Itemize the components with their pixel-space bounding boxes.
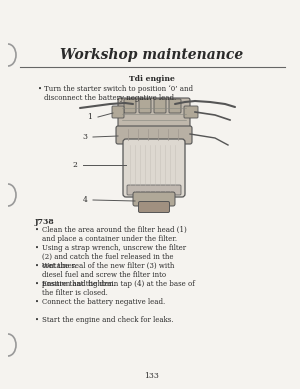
Text: •: •: [35, 244, 39, 252]
Text: •: •: [35, 298, 39, 306]
Text: 1: 1: [88, 113, 92, 121]
Text: •: •: [35, 316, 39, 324]
Text: •: •: [35, 226, 39, 234]
FancyBboxPatch shape: [139, 99, 151, 113]
Text: Using a strap wrench, unscrew the filter
(2) and catch the fuel released in the
: Using a strap wrench, unscrew the filter…: [42, 244, 186, 270]
FancyBboxPatch shape: [116, 126, 192, 144]
FancyBboxPatch shape: [127, 185, 181, 195]
FancyBboxPatch shape: [118, 98, 190, 130]
Text: •: •: [35, 262, 39, 270]
FancyBboxPatch shape: [184, 106, 198, 118]
FancyBboxPatch shape: [133, 192, 175, 206]
Text: Clean the area around the filter head (1)
and place a container under the filter: Clean the area around the filter head (1…: [42, 226, 187, 243]
Text: Turn the starter switch to position ‘0’ and
disconnect the battery negative lead: Turn the starter switch to position ‘0’ …: [44, 85, 193, 102]
Text: Wet the seal of the new filter (3) with
diesel fuel and screw the filter into
po: Wet the seal of the new filter (3) with …: [42, 262, 174, 288]
Text: •: •: [35, 280, 39, 288]
Text: Tdi engine: Tdi engine: [129, 75, 175, 83]
FancyBboxPatch shape: [169, 99, 181, 113]
FancyBboxPatch shape: [112, 106, 124, 118]
FancyBboxPatch shape: [124, 99, 136, 113]
Text: Connect the battery negative lead.: Connect the battery negative lead.: [42, 298, 165, 306]
FancyBboxPatch shape: [154, 99, 166, 113]
Text: Workshop maintenance: Workshop maintenance: [60, 48, 244, 62]
Text: 4: 4: [82, 196, 87, 204]
Text: Ensure that the drain tap (4) at the base of
the filter is closed.: Ensure that the drain tap (4) at the bas…: [42, 280, 195, 297]
Text: 133: 133: [145, 372, 159, 380]
Text: J738: J738: [35, 218, 55, 226]
Text: 3: 3: [82, 133, 88, 141]
FancyBboxPatch shape: [139, 202, 169, 212]
Text: 2: 2: [73, 161, 77, 169]
Text: •: •: [38, 85, 42, 93]
FancyBboxPatch shape: [123, 139, 185, 197]
Text: Start the engine and check for leaks.: Start the engine and check for leaks.: [42, 316, 173, 324]
